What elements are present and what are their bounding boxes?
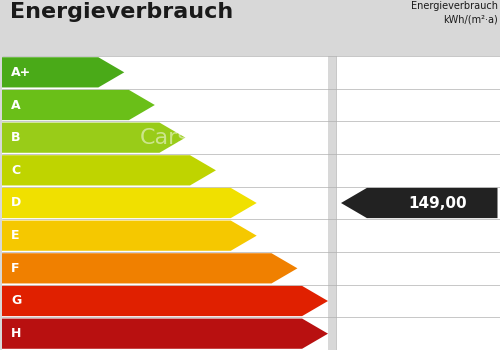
Text: B: B xyxy=(11,131,20,144)
Polygon shape xyxy=(341,188,498,218)
Text: H: H xyxy=(11,327,22,340)
Text: Energieverbrauch
kWh/(m²·a): Energieverbrauch kWh/(m²·a) xyxy=(410,1,498,25)
FancyBboxPatch shape xyxy=(336,56,500,350)
Polygon shape xyxy=(2,220,256,251)
Text: C: C xyxy=(11,164,20,177)
Polygon shape xyxy=(2,90,155,120)
Text: Energieverbrauch: Energieverbrauch xyxy=(10,2,233,22)
Text: F: F xyxy=(11,262,20,275)
Polygon shape xyxy=(2,57,124,88)
Text: 149,00: 149,00 xyxy=(408,196,467,210)
Text: G: G xyxy=(11,294,21,308)
FancyBboxPatch shape xyxy=(2,56,328,350)
Polygon shape xyxy=(2,155,216,186)
Polygon shape xyxy=(2,253,298,284)
Text: D: D xyxy=(11,196,21,210)
Polygon shape xyxy=(2,188,256,218)
Text: Carste: Carste xyxy=(140,128,212,148)
Text: A: A xyxy=(11,98,20,112)
Text: E: E xyxy=(11,229,20,242)
Polygon shape xyxy=(2,122,186,153)
Text: A+: A+ xyxy=(11,66,31,79)
Polygon shape xyxy=(2,286,328,316)
Polygon shape xyxy=(2,318,328,349)
